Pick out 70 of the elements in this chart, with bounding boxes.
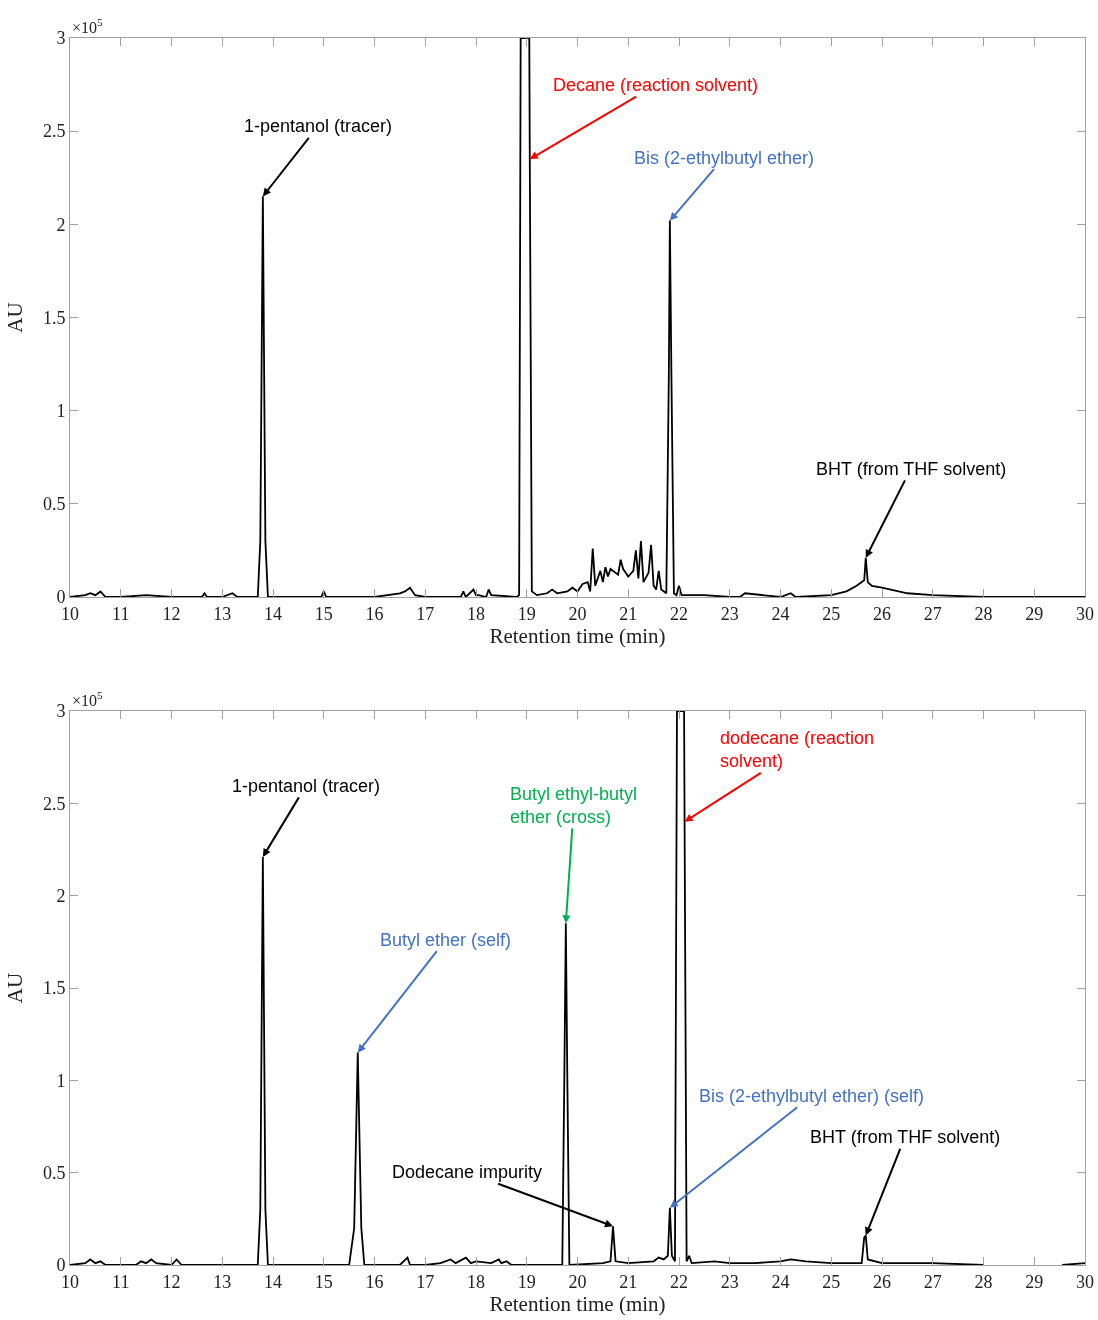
x-tick-label: 12 xyxy=(162,1271,181,1292)
x-tick-label: 16 xyxy=(365,603,384,624)
x-tick-label: 28 xyxy=(974,603,993,624)
x-tick-label: 24 xyxy=(771,603,790,624)
y-tick-label: 0.5 xyxy=(42,494,66,515)
x-tick-label: 11 xyxy=(112,603,130,624)
x-tick-label: 21 xyxy=(619,1271,638,1292)
x-tick-label: 24 xyxy=(771,1271,790,1292)
x-tick-label: 27 xyxy=(923,1271,942,1292)
annotation: dodecane (reaction solvent) xyxy=(720,728,875,772)
y-tick-label: 2 xyxy=(56,214,66,235)
x-tick-label: 13 xyxy=(213,603,232,624)
x-tick-label: 22 xyxy=(670,1271,688,1292)
x-tick-label: 29 xyxy=(1025,603,1044,624)
y-axis-title: AU xyxy=(3,972,28,1004)
annotation: Butyl ethyl-butyl ether (cross) xyxy=(510,784,638,828)
x-tick-label: 19 xyxy=(517,1271,536,1292)
x-tick-label: 15 xyxy=(314,603,333,624)
x-tick-label: 17 xyxy=(416,1271,435,1292)
x-tick-label: 18 xyxy=(467,1271,485,1292)
x-tick-label: 16 xyxy=(365,1271,384,1292)
x-tick-label: 14 xyxy=(264,1271,282,1292)
annotation: Bis (2-ethylbutyl ether) (self) xyxy=(699,1086,925,1106)
y-tick-label: 2 xyxy=(56,885,66,906)
x-tick-label: 21 xyxy=(619,603,638,624)
x-tick-label: 18 xyxy=(467,603,485,624)
annotation: BHT (from THF solvent) xyxy=(810,1127,1001,1147)
x-tick-label: 25 xyxy=(822,1271,841,1292)
x-tick-label: 15 xyxy=(314,1271,333,1292)
annotation: BHT (from THF solvent) xyxy=(816,459,1007,479)
y-tick-label: 1.5 xyxy=(42,307,66,328)
x-tick-label: 29 xyxy=(1025,1271,1044,1292)
x-tick-label: 23 xyxy=(720,603,739,624)
x-tick-label: 26 xyxy=(873,603,891,624)
x-tick-label: 12 xyxy=(162,603,181,624)
x-tick-label: 11 xyxy=(112,1271,130,1292)
x-tick-label: 25 xyxy=(822,603,841,624)
y-tick-label: 3 xyxy=(56,28,66,49)
annotation: Bis (2-ethylbutyl ether) xyxy=(634,148,815,168)
y-tick-label: 1.5 xyxy=(42,978,66,999)
text: ×10$^{5}$ xyxy=(72,16,104,36)
y-tick-label: 1 xyxy=(56,400,66,421)
x-tick-label: 19 xyxy=(517,603,536,624)
text: ×10$^{5}$ xyxy=(72,689,104,709)
y-tick-label: 2.5 xyxy=(42,793,66,814)
x-tick-label: 30 xyxy=(1076,1271,1094,1292)
x-tick-label: 17 xyxy=(416,603,435,624)
x-tick-label: 20 xyxy=(568,603,587,624)
x-axis-title: Retention time (min) xyxy=(489,623,666,648)
x-tick-label: 14 xyxy=(264,603,282,624)
x-tick-label: 13 xyxy=(213,1271,232,1292)
y-tick-label: 3 xyxy=(56,701,66,722)
annotation: Dodecane impurity xyxy=(392,1162,543,1182)
line-series xyxy=(70,38,1085,597)
x-tick-label: 23 xyxy=(720,1271,739,1292)
y-tick-label: 1 xyxy=(56,1070,66,1091)
x-tick-label: 27 xyxy=(923,603,942,624)
x-tick-label: 22 xyxy=(670,603,688,624)
x-tick-label: 28 xyxy=(974,1271,993,1292)
annotation: Butyl ether (self) xyxy=(380,930,512,950)
x-tick-label: 26 xyxy=(873,1271,891,1292)
x-tick-label: 20 xyxy=(568,1271,587,1292)
y-tick-label: 2.5 xyxy=(42,121,66,142)
annotation: Decane (reaction solvent) xyxy=(553,75,759,95)
x-tick-label: 30 xyxy=(1076,603,1094,624)
x-axis-title: Retention time (min) xyxy=(489,1291,666,1316)
annotation: 1-pentanol (tracer) xyxy=(244,116,393,136)
y-axis-title: AU xyxy=(3,302,28,333)
y-tick-label: 0.5 xyxy=(42,1162,66,1183)
annotation: 1-pentanol (tracer) xyxy=(232,776,381,796)
